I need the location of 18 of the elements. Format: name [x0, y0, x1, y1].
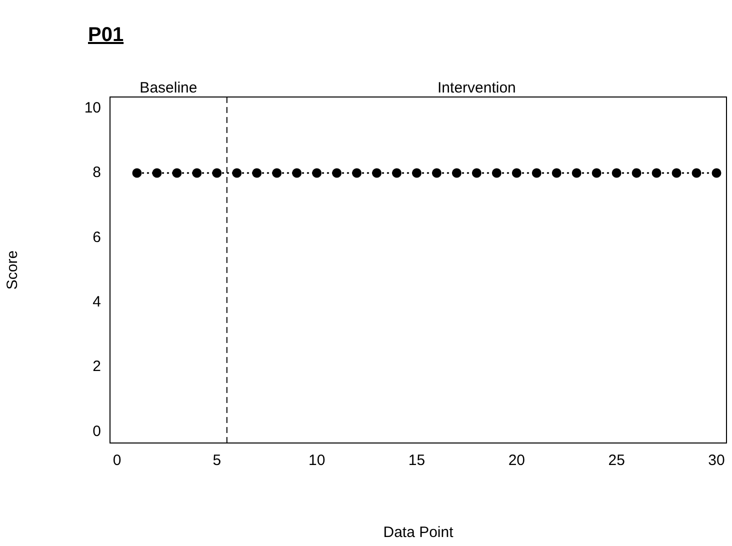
chart-title: P01 — [88, 24, 124, 47]
text: Baseline — [140, 80, 198, 97]
x-tick-label: 5 — [212, 452, 222, 470]
y-tick-label: 4 — [92, 293, 101, 310]
x-tick-label: 20 — [508, 452, 526, 470]
x-tick-label: 10 — [308, 452, 326, 470]
y-axis-title: Score — [4, 250, 22, 290]
x-axis-title: Data Point — [383, 524, 454, 542]
y-tick-label: 6 — [92, 228, 101, 246]
text: Intervention — [438, 80, 516, 97]
y-tick-label: 10 — [84, 99, 101, 116]
x-tick-label: 25 — [608, 452, 625, 470]
y-tick-label: 2 — [92, 358, 101, 376]
x-tick-label: 30 — [708, 452, 725, 470]
y-tick-label: 8 — [92, 164, 101, 182]
x-tick-label: 15 — [408, 452, 426, 470]
x-tick-label: 0 — [112, 452, 122, 470]
y-tick-label: 0 — [92, 422, 101, 440]
